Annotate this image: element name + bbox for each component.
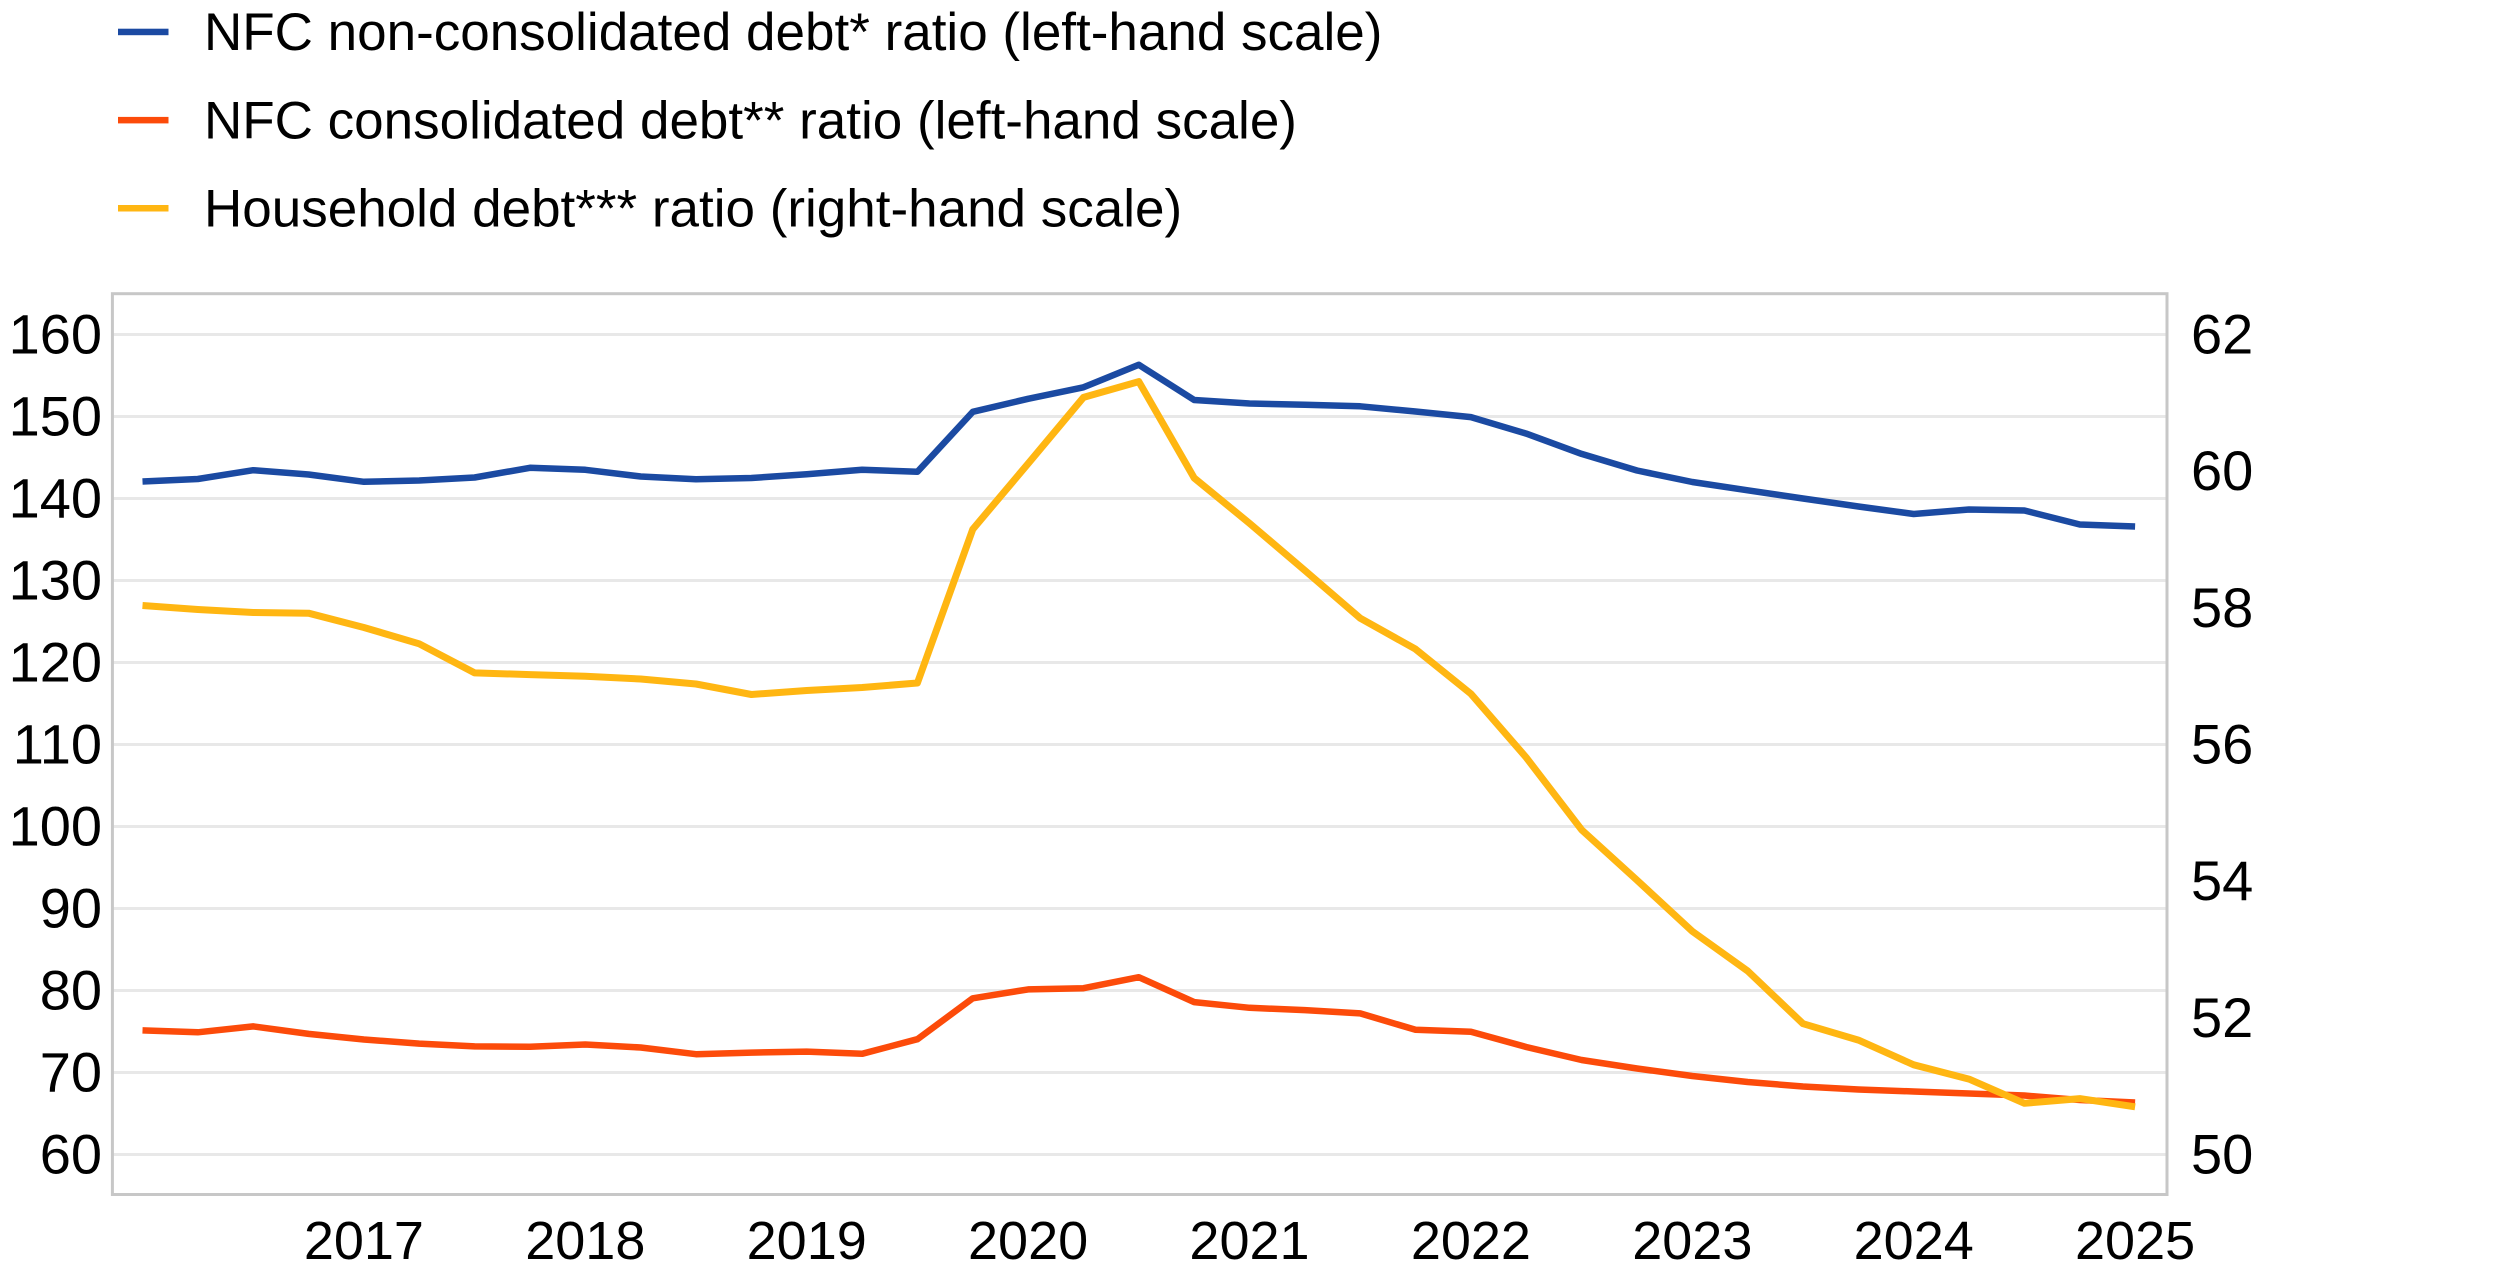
svg-text:56: 56 (2191, 713, 2253, 776)
svg-text:130: 130 (9, 549, 102, 612)
svg-text:2023: 2023 (1632, 1211, 1752, 1268)
svg-text:2017: 2017 (304, 1211, 424, 1268)
svg-text:100: 100 (9, 795, 102, 858)
svg-text:2018: 2018 (525, 1211, 645, 1268)
svg-text:160: 160 (9, 303, 102, 366)
svg-text:62: 62 (2191, 303, 2253, 366)
svg-text:Household debt*** ratio (right: Household debt*** ratio (right-hand scal… (204, 179, 1182, 238)
svg-text:54: 54 (2191, 849, 2253, 912)
svg-text:120: 120 (9, 631, 102, 694)
svg-text:60: 60 (40, 1123, 102, 1186)
svg-text:140: 140 (9, 467, 102, 530)
svg-text:80: 80 (40, 959, 102, 1022)
svg-text:2024: 2024 (1854, 1211, 1974, 1268)
svg-text:90: 90 (40, 877, 102, 940)
svg-text:52: 52 (2191, 986, 2253, 1049)
svg-text:70: 70 (40, 1041, 102, 1104)
svg-text:2019: 2019 (747, 1211, 867, 1268)
svg-text:NFC consolidated debt** ratio: NFC consolidated debt** ratio (left-hand… (204, 91, 1297, 150)
svg-text:2020: 2020 (968, 1211, 1088, 1268)
svg-text:2022: 2022 (1411, 1211, 1531, 1268)
svg-text:110: 110 (13, 713, 102, 776)
svg-text:NFC non-consolidated debt* rat: NFC non-consolidated debt* ratio (left-h… (204, 3, 1382, 62)
svg-text:50: 50 (2191, 1123, 2253, 1186)
svg-text:2025: 2025 (2075, 1211, 2195, 1268)
svg-text:58: 58 (2191, 576, 2253, 639)
svg-text:2021: 2021 (1189, 1211, 1309, 1268)
svg-text:150: 150 (9, 385, 102, 448)
svg-text:60: 60 (2191, 439, 2253, 502)
